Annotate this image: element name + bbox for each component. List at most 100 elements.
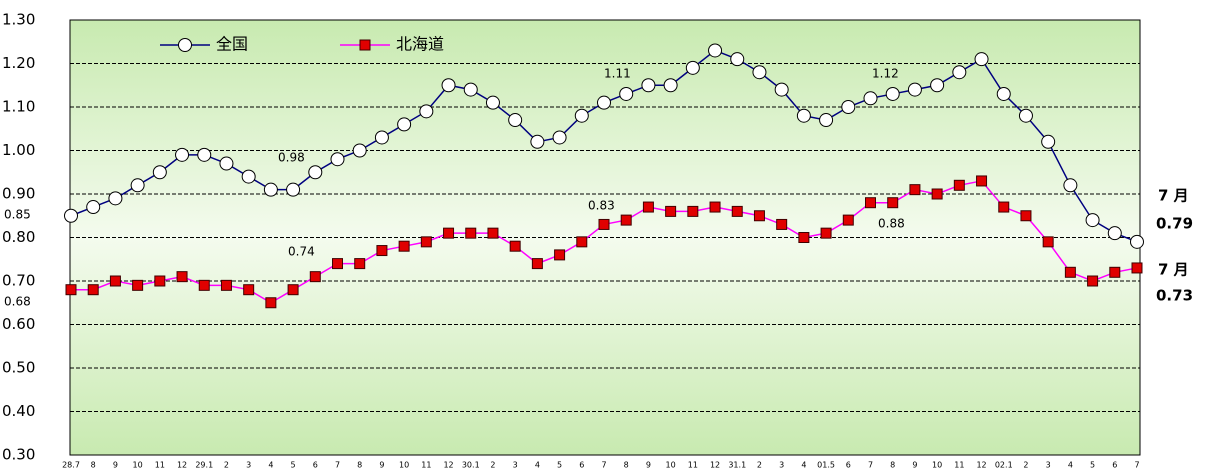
- point: [220, 279, 232, 291]
- point: [976, 175, 988, 187]
- x-tick-label: 10: [133, 461, 143, 470]
- point: [885, 86, 900, 101]
- point: [308, 165, 323, 180]
- y-tick-label: 0.90: [2, 185, 35, 203]
- x-tick-label: 10: [399, 461, 409, 470]
- point: [287, 284, 299, 296]
- point: [730, 52, 745, 67]
- point: [354, 258, 366, 270]
- x-tick-label: 10: [932, 461, 942, 470]
- y-tick-label: 1.00: [2, 141, 35, 159]
- x-tick-label: 9: [379, 461, 384, 470]
- point: [663, 78, 678, 93]
- point: [774, 82, 789, 97]
- point: [1064, 266, 1076, 278]
- point: [687, 205, 699, 217]
- point: [907, 82, 922, 97]
- point: [309, 271, 321, 283]
- point: [108, 191, 123, 206]
- x-tick-label: 7: [335, 461, 340, 470]
- annotation: 0.68: [4, 295, 31, 309]
- x-tick-label: 4: [268, 461, 273, 470]
- point: [508, 113, 523, 128]
- point: [685, 60, 700, 75]
- point: [708, 43, 723, 58]
- x-tick-label: 01.5: [817, 461, 835, 470]
- point: [286, 182, 301, 197]
- y-tick-label: 0.30: [2, 446, 35, 464]
- x-tick-label: 3: [246, 461, 251, 470]
- x-tick-label: 3: [779, 461, 784, 470]
- y-tick-label: 1.20: [2, 54, 35, 72]
- point: [931, 188, 943, 200]
- point: [930, 78, 945, 93]
- point: [952, 65, 967, 80]
- point: [65, 284, 77, 296]
- point: [265, 297, 277, 309]
- x-tick-label: 29.1: [195, 461, 213, 470]
- point: [397, 117, 412, 132]
- x-tick-label: 2: [1023, 461, 1028, 470]
- x-tick-label: 12: [443, 461, 453, 470]
- legend-marker: [359, 39, 371, 51]
- point: [1063, 178, 1078, 193]
- point: [620, 214, 632, 226]
- x-tick-label: 10: [666, 461, 676, 470]
- point: [863, 91, 878, 106]
- x-tick-label: 5: [291, 461, 296, 470]
- point: [241, 169, 256, 184]
- x-tick-label: 11: [155, 461, 165, 470]
- point: [953, 179, 965, 191]
- point: [64, 208, 78, 223]
- point: [132, 279, 144, 291]
- x-tick-label: 12: [710, 461, 720, 470]
- point: [1018, 108, 1033, 123]
- point: [1107, 226, 1122, 241]
- point: [1130, 234, 1144, 249]
- x-tick-label: 9: [912, 461, 917, 470]
- point: [465, 227, 477, 239]
- y-tick-label: 0.40: [2, 402, 35, 420]
- x-tick-label: 5: [557, 461, 562, 470]
- point: [998, 201, 1010, 213]
- point: [330, 152, 345, 167]
- y-tick-label: 0.60: [2, 315, 35, 333]
- x-tick-label: 9: [113, 461, 118, 470]
- point: [619, 86, 634, 101]
- point: [642, 201, 654, 213]
- annotation: 7 月: [1158, 261, 1189, 279]
- point: [332, 258, 343, 270]
- point: [974, 52, 989, 67]
- point: [376, 245, 388, 257]
- point: [530, 134, 545, 149]
- point: [487, 227, 499, 239]
- y-tick-label: 0.50: [2, 359, 35, 377]
- point: [243, 284, 255, 296]
- x-tick-label: 2: [490, 461, 495, 470]
- x-tick-label: 7: [1134, 461, 1139, 470]
- point: [641, 78, 656, 93]
- point: [909, 184, 921, 196]
- point: [731, 205, 743, 217]
- point: [554, 249, 566, 261]
- x-tick-label: 2: [224, 461, 229, 470]
- point: [798, 232, 810, 243]
- point: [263, 182, 278, 197]
- point: [1042, 236, 1054, 248]
- annotation: 0.74: [288, 245, 315, 259]
- annotation: 0.88: [878, 217, 905, 231]
- x-tick-label: 11: [421, 461, 431, 470]
- point: [597, 95, 611, 110]
- x-tick-label: 4: [1068, 461, 1073, 470]
- x-tick-label: 7: [601, 461, 606, 470]
- y-tick-label: 1.30: [2, 11, 35, 29]
- annotation: 0.73: [1156, 287, 1193, 305]
- x-tick-label: 6: [1112, 461, 1117, 470]
- point: [1020, 210, 1032, 222]
- point: [87, 284, 99, 296]
- point: [531, 258, 543, 270]
- point: [152, 165, 167, 180]
- y-tick-label: 0.80: [2, 228, 35, 246]
- point: [1131, 262, 1143, 274]
